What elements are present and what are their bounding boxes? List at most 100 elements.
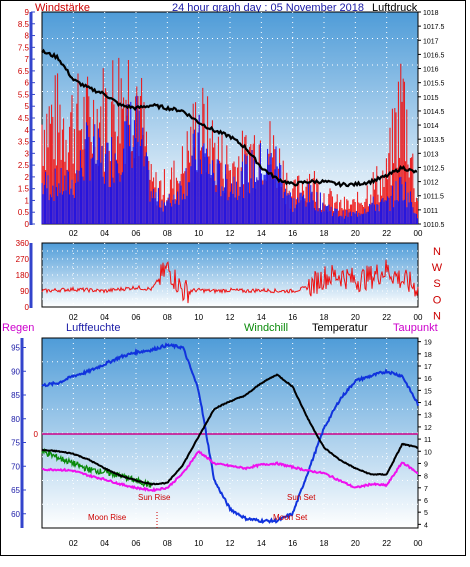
pressure-tick-label: 1016.5 (423, 52, 445, 59)
temperature-tick-label: 12 (424, 425, 432, 432)
time-tick-label: 10 (194, 313, 203, 322)
temperature-tick-label: 10 (424, 449, 432, 456)
pressure-tick-label: 1015.5 (423, 81, 445, 88)
pressure-tick-label: 1014.5 (423, 109, 445, 116)
temperature-tick-label: 19 (424, 340, 432, 347)
time-tick-label: 18 (320, 539, 329, 548)
pressure-tick-label: 1014 (423, 123, 439, 130)
pressure-tick-label: 1015 (423, 95, 439, 102)
panel2-time-ticks: 02 04 06 08 10 12 14 16 18 20 22 00 (69, 313, 423, 322)
time-tick-label: 02 (69, 229, 78, 238)
time-tick-label: 08 (163, 313, 172, 322)
wind-tick-label: 0.5 (18, 208, 30, 217)
time-tick-label: 16 (288, 229, 297, 238)
direction-tick-label: 270 (16, 255, 30, 264)
time-tick-label: 12 (226, 229, 235, 238)
time-tick-label: 22 (382, 313, 391, 322)
wind-strength-label: Windstärke (35, 2, 90, 14)
windchill-label: Windchill (244, 322, 288, 334)
time-tick-label: 14 (257, 539, 266, 548)
temperature-tick-label: 8 (424, 474, 428, 481)
temperature-line (41, 373, 419, 486)
temperature-tick-label: 14 (424, 401, 432, 408)
direction-tick-label: 90 (20, 287, 29, 296)
pressure-label: Luftdruck (372, 2, 418, 14)
dewpoint-label: Taupunkt (393, 322, 438, 334)
temperature-tick-label: 9 (424, 461, 428, 468)
wind-tick-label: 6.5 (18, 67, 30, 76)
sun-rise-annotation: Sun Rise (138, 493, 171, 502)
time-tick-label: 08 (163, 229, 172, 238)
humidity-tick-label: 85 (11, 391, 20, 400)
temperature-tick-label: 13 (424, 413, 432, 420)
time-tick-label: 00 (414, 229, 423, 238)
wind-bars (41, 57, 419, 224)
humidity-line (41, 342, 419, 524)
graph-title: 24 hour graph day : 05 November 2018 (172, 2, 364, 14)
panel3-time-ticks: 02 04 06 08 10 12 14 16 18 20 22 00 (69, 539, 423, 548)
temperature-axis-ticks: 4 5 6 7 8 9 10 11 12 13 14 15 16 17 18 19 (418, 340, 432, 529)
wind-tick-label: 4 (25, 126, 30, 135)
wind-tick-label: 9 (25, 8, 30, 17)
moon-rise-annotation: Moon Rise (88, 513, 127, 522)
rain-zero-label: 0 (34, 430, 39, 439)
wind-tick-label: 8.5 (18, 20, 30, 29)
wind-tick-label: 1.5 (18, 185, 30, 194)
time-tick-label: 02 (69, 313, 78, 322)
panel3-grid (42, 338, 418, 528)
time-tick-label: 06 (132, 539, 141, 548)
pressure-tick-label: 1016 (423, 67, 439, 74)
humidity-tick-label: 60 (11, 510, 20, 519)
compass-letter: N (433, 246, 441, 258)
time-tick-label: 12 (226, 313, 235, 322)
time-tick-label: 00 (414, 539, 423, 548)
temperature-tick-label: 17 (424, 364, 432, 371)
time-tick-label: 06 (132, 229, 141, 238)
pressure-tick-label: 1017 (423, 38, 439, 45)
direction-tick-label: 180 (16, 271, 30, 280)
compass-letter: O (433, 294, 442, 306)
time-tick-label: 16 (288, 313, 297, 322)
time-tick-label: 02 (69, 539, 78, 548)
temperature-tick-label: 7 (424, 486, 428, 493)
pressure-tick-label: 1012 (423, 180, 439, 187)
panel1-time-ticks: 02 04 06 08 10 12 14 16 18 20 22 00 (69, 229, 423, 238)
humidity-tick-label: 75 (11, 439, 20, 448)
wind-tick-label: 5 (25, 102, 30, 111)
wind-tick-label: 8 (25, 32, 30, 41)
time-tick-label: 22 (382, 229, 391, 238)
time-tick-label: 10 (194, 539, 203, 548)
sun-set-annotation: Sun Set (287, 493, 316, 502)
wind-tick-label: 6 (25, 79, 30, 88)
rain-label: Regen (2, 322, 34, 334)
wind-tick-label: 2 (25, 173, 30, 182)
humidity-tick-label: 95 (11, 344, 20, 353)
pressure-tick-label: 1010.5 (423, 222, 445, 229)
pressure-tick-label: 1011.5 (423, 194, 444, 201)
wind-tick-label: 0 (25, 220, 30, 229)
temperature-tick-label: 4 (424, 522, 428, 529)
wind-tick-label: 7.5 (18, 43, 30, 52)
temperature-label: Temperatur (312, 322, 368, 334)
time-tick-label: 20 (351, 229, 360, 238)
wind-axis-ticks: 0 0.5 1 1.5 2 2.5 3 3.5 4 4.5 5 5.5 6 6.5 7 7.5 8 8.5 9 (18, 8, 35, 229)
pressure-tick-label: 1011 (423, 208, 438, 215)
wind-tick-label: 2.5 (18, 161, 30, 170)
compass-letter: N (433, 310, 441, 322)
time-tick-label: 22 (382, 539, 391, 548)
direction-tick-label: 0 (25, 303, 30, 312)
panel2-grid (42, 243, 418, 307)
pressure-tick-label: 1013 (423, 151, 439, 158)
time-tick-label: 06 (132, 313, 141, 322)
time-tick-label: 20 (351, 313, 360, 322)
time-tick-label: 20 (351, 539, 360, 548)
time-tick-label: 08 (163, 539, 172, 548)
time-tick-label: 10 (194, 229, 203, 238)
temperature-tick-label: 11 (424, 437, 431, 444)
dewpoint-line (41, 450, 418, 493)
wind-tick-label: 7 (25, 55, 30, 64)
compass-letter: S (433, 278, 440, 290)
temperature-tick-label: 5 (424, 510, 428, 517)
time-tick-label: 14 (257, 313, 266, 322)
